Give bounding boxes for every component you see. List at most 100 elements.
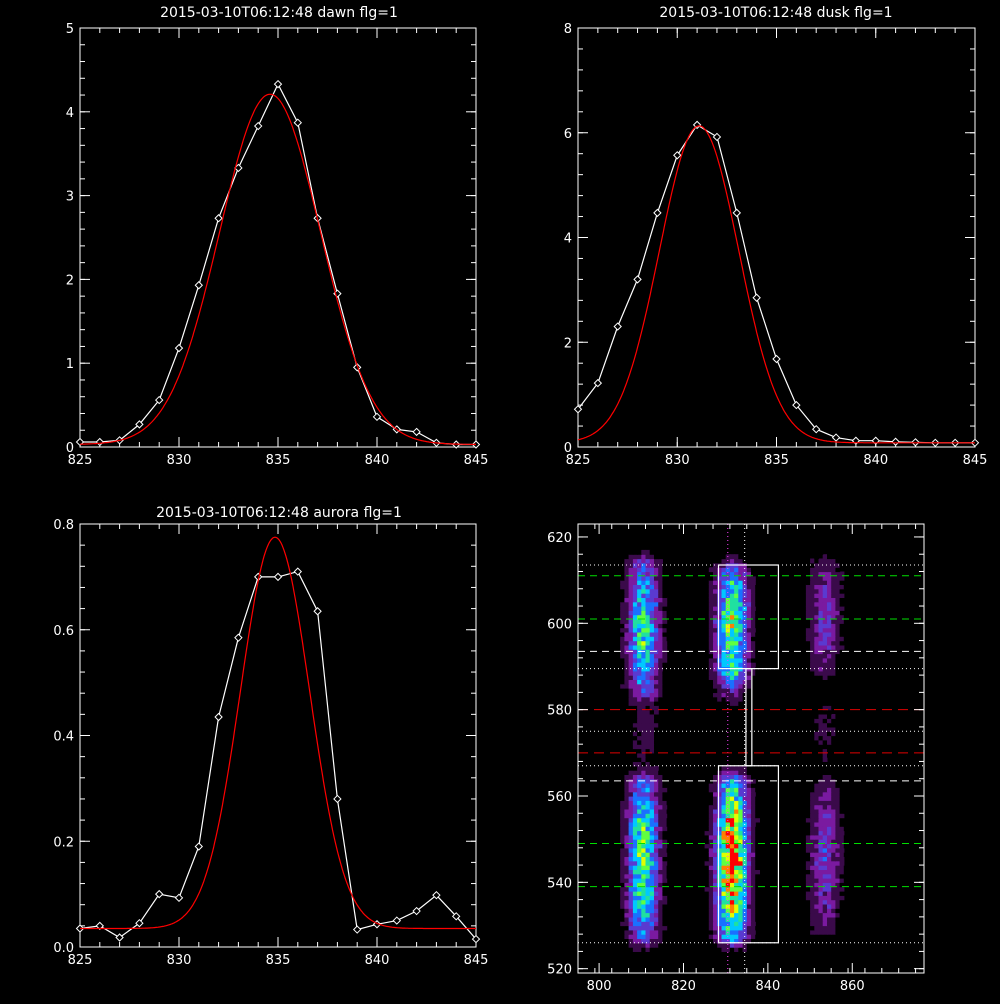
heatmap-cell xyxy=(620,631,625,637)
heatmap-ytick-label: 560 xyxy=(547,790,572,805)
heatmap-cell xyxy=(637,683,642,689)
heatmap-cell xyxy=(805,601,811,607)
heatmap-cell xyxy=(628,627,634,633)
heatmap-cell xyxy=(742,800,748,806)
heatmap-cell xyxy=(831,731,836,737)
heatmap-cell xyxy=(835,899,841,905)
heatmap-cell xyxy=(818,934,824,939)
heatmap-cell xyxy=(708,575,714,581)
heatmap-cell xyxy=(751,929,756,935)
heatmap-cell xyxy=(810,627,815,633)
heatmap-cell xyxy=(632,657,638,663)
heatmap-cell xyxy=(729,644,735,650)
heatmap-cell xyxy=(734,593,739,598)
heatmap-cell xyxy=(822,804,828,810)
heatmap-cell xyxy=(822,796,828,801)
heatmap-cell xyxy=(822,575,828,581)
heatmap-cell xyxy=(843,865,849,870)
heatmap-cell xyxy=(624,860,630,866)
heatmap-cell xyxy=(810,662,815,668)
heatmap-cell xyxy=(658,938,663,944)
heatmap-cell xyxy=(624,929,630,935)
heatmap-cell xyxy=(658,606,663,611)
heatmap-cell xyxy=(713,770,718,775)
heatmap-cell xyxy=(805,834,811,840)
heatmap-cell xyxy=(831,908,836,914)
heatmap-cell xyxy=(704,675,710,680)
heatmap-cell xyxy=(649,748,655,754)
heatmap-cell xyxy=(746,834,752,840)
heatmap-cell xyxy=(637,873,642,879)
heatmap-cell xyxy=(637,726,642,732)
heatmap-cell xyxy=(831,644,836,650)
heatmap-cell xyxy=(658,852,663,857)
heatmap-cell xyxy=(810,657,815,663)
heatmap-cell xyxy=(632,554,638,560)
heatmap-cell xyxy=(620,821,625,827)
heatmap-cell xyxy=(624,606,630,611)
heatmap-cell xyxy=(628,623,634,629)
heatmap-cell xyxy=(658,558,663,564)
heatmap-cell xyxy=(818,757,824,762)
heatmap-cell xyxy=(746,847,752,853)
heatmap-cell xyxy=(822,636,828,642)
heatmap-cell xyxy=(742,675,748,680)
heatmap-cell xyxy=(742,869,748,875)
heatmap-cell xyxy=(818,787,824,793)
dawn-data-point xyxy=(174,343,184,353)
heatmap-cell xyxy=(641,718,647,724)
heatmap-cell xyxy=(742,912,748,918)
heatmap-cell xyxy=(805,908,811,914)
heatmap-cell xyxy=(637,705,642,711)
heatmap-cell xyxy=(658,912,663,918)
heatmap-cell xyxy=(725,800,731,806)
heatmap-cell xyxy=(662,619,668,624)
heatmap-cell xyxy=(628,670,634,676)
heatmap-cell xyxy=(827,549,832,555)
heatmap-cell xyxy=(654,752,659,758)
heatmap-cell xyxy=(822,666,828,672)
heatmap-cell xyxy=(662,675,668,680)
heatmap-cell xyxy=(624,817,630,823)
heatmap-cell xyxy=(814,562,820,568)
heatmap-cell xyxy=(746,843,752,849)
heatmap-cell xyxy=(835,631,841,637)
heatmap-cell xyxy=(662,688,668,693)
heatmap-cell xyxy=(641,653,647,659)
dusk-data-point xyxy=(732,208,742,218)
heatmap-cell xyxy=(755,588,760,594)
heatmap-cell xyxy=(738,558,744,564)
heatmap-cell xyxy=(839,821,845,827)
heatmap-cell xyxy=(818,610,824,616)
heatmap-cell xyxy=(645,808,651,814)
heatmap-cell xyxy=(649,558,655,564)
heatmap-cell xyxy=(810,593,815,598)
heatmap-cell xyxy=(645,796,651,801)
heatmap-cell xyxy=(751,787,756,793)
heatmap-cell xyxy=(835,934,841,939)
heatmap-cell xyxy=(738,813,744,819)
heatmap-cell xyxy=(654,636,659,642)
heatmap-cell xyxy=(725,670,731,676)
heatmap-cell xyxy=(818,800,824,806)
dusk-xtick-label: 830 xyxy=(665,453,690,468)
heatmap-cell xyxy=(637,614,642,620)
heatmap-cell xyxy=(805,644,811,650)
heatmap-cell xyxy=(708,623,714,629)
heatmap-cell xyxy=(725,593,731,598)
heatmap-cell xyxy=(810,847,815,853)
heatmap-cell xyxy=(708,692,714,698)
heatmap-cell xyxy=(632,826,638,832)
heatmap-cell xyxy=(835,580,841,585)
heatmap-cell xyxy=(717,554,722,560)
heatmap-cell xyxy=(751,601,756,607)
heatmap-cell xyxy=(734,701,739,706)
heatmap-cell xyxy=(624,878,630,883)
heatmap-cell xyxy=(805,860,811,866)
heatmap-cell xyxy=(632,688,638,693)
heatmap-cell xyxy=(725,675,731,680)
heatmap-cell xyxy=(814,619,820,624)
heatmap-cell xyxy=(818,575,824,581)
heatmap-cell xyxy=(831,657,836,663)
